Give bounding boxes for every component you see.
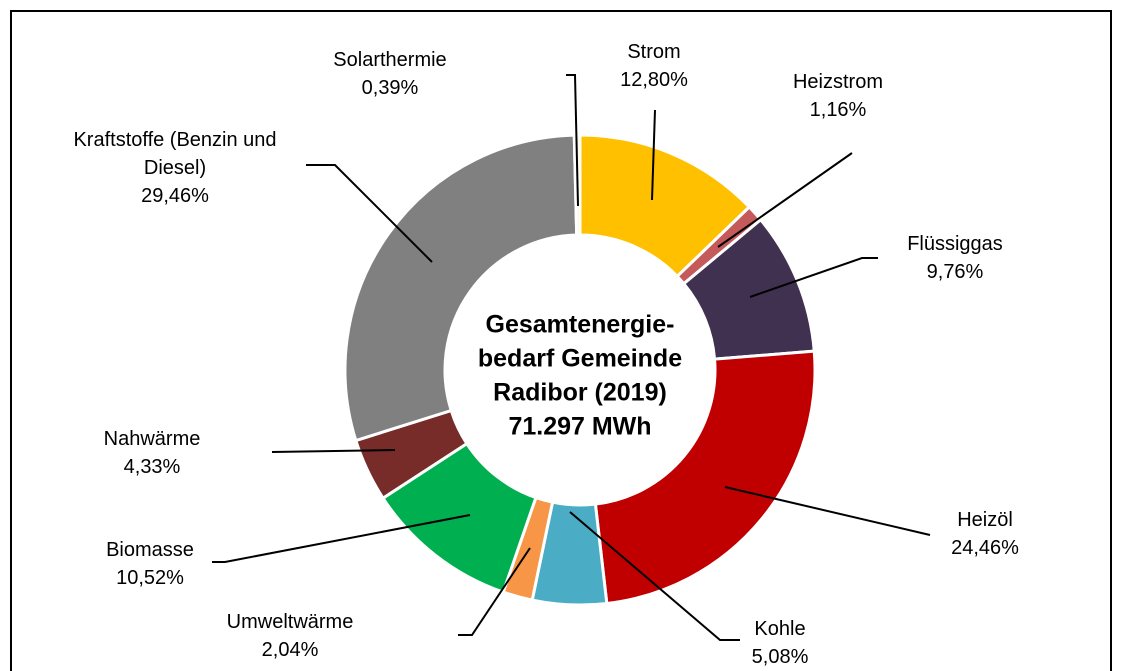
- slice-label: Heizöl 24,46%: [951, 506, 1019, 562]
- category-label: Heizstrom: [792, 71, 884, 93]
- center-text: 71.297 MWh: [508, 413, 651, 441]
- value-label: 1,16%: [809, 99, 867, 121]
- slice-label: Nahwärme 4,33%: [104, 425, 201, 481]
- leader-line: [651, 109, 656, 201]
- category-label: Nahwärme: [103, 428, 201, 450]
- value-label: 24,46%: [951, 537, 1019, 559]
- value-label: 9,76%: [926, 261, 984, 283]
- leader-line: [717, 152, 853, 248]
- leader-line: [306, 164, 433, 263]
- leader-line: [566, 74, 579, 207]
- slice-label: Strom 12,80%: [620, 38, 688, 94]
- value-label: 0,39%: [361, 77, 419, 99]
- category-label: Biomasse: [106, 539, 194, 561]
- category-label: Heizöl: [957, 509, 1013, 531]
- slice-label: Kohle 5,08%: [752, 615, 809, 671]
- value-label: 4,33%: [123, 456, 181, 478]
- value-label: 12,80%: [620, 69, 688, 91]
- category-label: Strom: [627, 41, 681, 63]
- slice-label: Flüssiggas 9,76%: [907, 230, 1003, 286]
- frame: [10, 10, 1112, 671]
- category-label: Umweltwärme: [226, 611, 354, 633]
- leader-line: [271, 449, 396, 453]
- leader-line: [212, 514, 471, 563]
- category-label: Flüssiggas: [907, 233, 1003, 255]
- slice: [593, 349, 817, 606]
- leader-line: [569, 511, 740, 641]
- slice-label: Solarthermie 0,39%: [333, 46, 446, 102]
- value-label: 5,08%: [751, 646, 809, 668]
- center-text: Gesamtenergie-: [486, 311, 675, 339]
- center-text: bedarf Gemeinde: [478, 345, 682, 373]
- slice-label: Kraftstoffe (Benzin und Diesel) 29,46%: [60, 126, 290, 210]
- slice: [343, 133, 579, 443]
- category-label: Kraftstoffe (Benzin und Diesel): [73, 129, 277, 179]
- slice-label: Biomasse 10,52%: [106, 536, 194, 592]
- leader-line: [749, 257, 878, 298]
- leader-line: [724, 486, 931, 536]
- category-label: Solarthermie: [333, 49, 447, 71]
- value-label: 29,46%: [141, 185, 209, 207]
- slice-label: Heizstrom 1,16%: [793, 68, 883, 124]
- value-label: 2,04%: [261, 639, 319, 661]
- category-label: Kohle: [754, 618, 806, 640]
- center-text: Radibor (2019): [493, 379, 667, 407]
- value-label: 10,52%: [116, 567, 184, 589]
- slice-label: Umweltwärme 2,04%: [227, 608, 354, 664]
- leader-line: [458, 547, 531, 636]
